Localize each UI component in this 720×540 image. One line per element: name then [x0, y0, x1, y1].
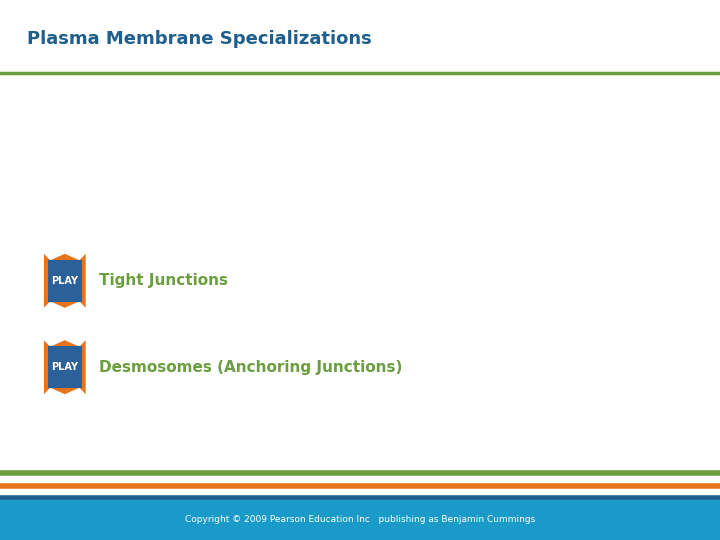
Bar — [48, 260, 82, 302]
Polygon shape — [44, 340, 86, 394]
Text: PLAY: PLAY — [51, 276, 78, 286]
Bar — [48, 346, 82, 388]
Text: PLAY: PLAY — [51, 362, 78, 372]
Text: Desmosomes (Anchoring Junctions): Desmosomes (Anchoring Junctions) — [99, 360, 402, 375]
Bar — [0, 500, 720, 540]
Text: Plasma Membrane Specializations: Plasma Membrane Specializations — [27, 30, 372, 48]
Text: Tight Junctions: Tight Junctions — [99, 273, 228, 288]
Text: Copyright © 2009 Pearson Education Inc   publishing as Benjamin Cummings: Copyright © 2009 Pearson Education Inc p… — [185, 515, 535, 524]
Polygon shape — [44, 254, 86, 308]
